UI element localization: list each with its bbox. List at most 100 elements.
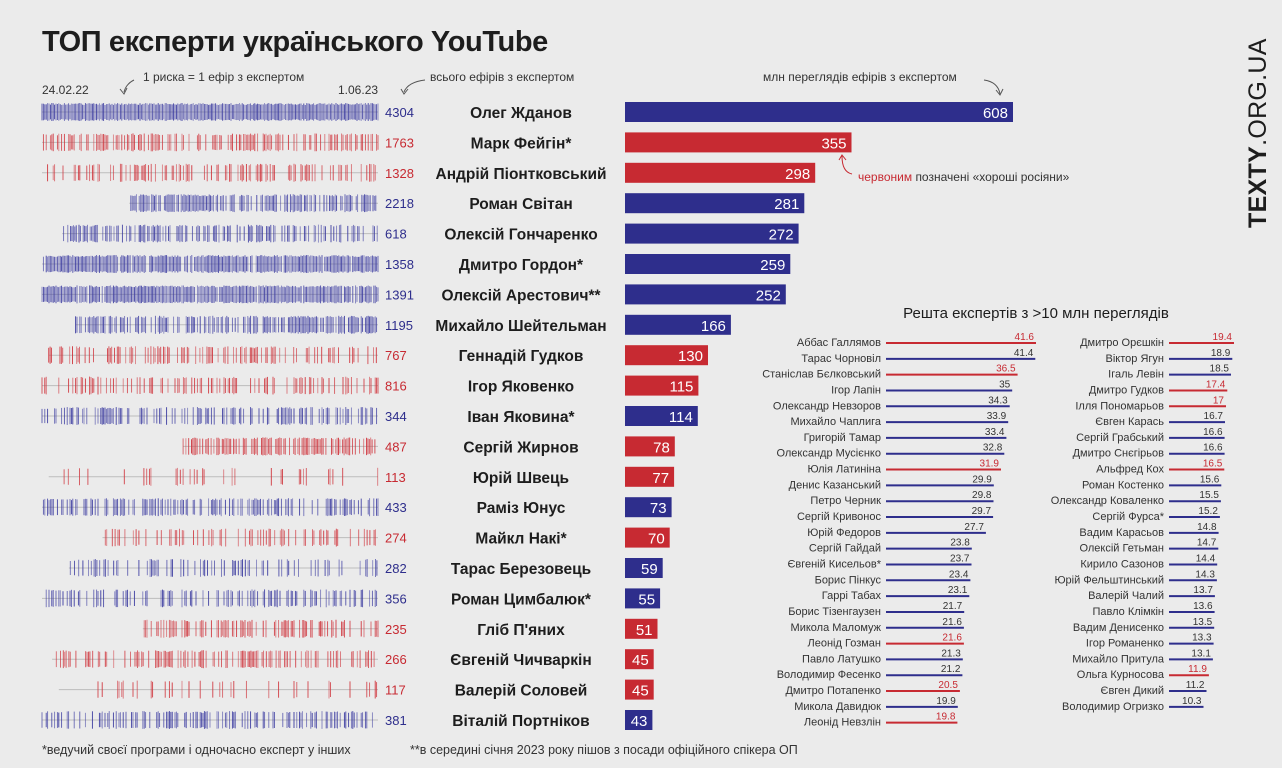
expert-name: Раміз Юнус bbox=[477, 500, 566, 517]
views-bar bbox=[625, 102, 1013, 122]
views-value: 70 bbox=[648, 531, 665, 548]
expert-name: Євгеній Чичваркін bbox=[450, 652, 591, 669]
appearance-strip bbox=[42, 163, 378, 182]
views-bar bbox=[625, 466, 675, 487]
rest-views-value: 13.1 bbox=[1191, 648, 1211, 659]
expert-name: Марк Фейгін* bbox=[471, 135, 573, 152]
expert-name: Гліб П'яних bbox=[477, 622, 565, 639]
rest-expert-name: Григорій Тамар bbox=[804, 432, 881, 444]
appearances-count: 2218 bbox=[385, 196, 414, 211]
rest-expert-name: Дмитро Гудков bbox=[1089, 384, 1164, 396]
rest-views-value: 35 bbox=[999, 379, 1011, 390]
expert-name: Майкл Накі* bbox=[475, 531, 567, 548]
expert-name: Тарас Березовець bbox=[451, 561, 591, 578]
expert-name: Юрій Швець bbox=[473, 470, 569, 487]
expert-name: Іван Яковина* bbox=[467, 409, 575, 426]
appearances-count: 767 bbox=[385, 348, 407, 363]
rest-expert-name: Дмитро Снєгірьов bbox=[1073, 448, 1165, 460]
rest-views-value: 15.6 bbox=[1200, 474, 1220, 485]
rest-expert-name: Володимир Огризко bbox=[1062, 701, 1164, 713]
appearance-strip bbox=[182, 437, 378, 456]
rest-views-value: 21.7 bbox=[943, 601, 963, 612]
red-note-text: позначені «хороші росіяни» bbox=[915, 170, 1070, 184]
appearances-count: 235 bbox=[385, 622, 407, 637]
rest-expert-name: Сергій Кривонос bbox=[797, 511, 882, 523]
expert-name: Дмитро Гордон* bbox=[459, 257, 584, 274]
rest-views-value: 11.9 bbox=[1188, 664, 1207, 675]
rest-views-value: 11.2 bbox=[1186, 680, 1205, 691]
views-bar bbox=[625, 649, 654, 670]
rest-expert-name: Євген Дикий bbox=[1101, 685, 1164, 697]
appearances-count: 1391 bbox=[385, 287, 414, 302]
rest-expert-name: Кирило Сазонов bbox=[1080, 558, 1164, 570]
rest-expert-name: Борис Тізенгаузен bbox=[788, 606, 881, 618]
appearances-count: 266 bbox=[385, 652, 407, 667]
appearance-strip bbox=[41, 103, 379, 121]
rest-expert-name: Віктор Ягун bbox=[1106, 353, 1164, 365]
rest-views-value: 29.7 bbox=[972, 506, 992, 517]
rest-views-value: 41.6 bbox=[1015, 332, 1035, 343]
rest-expert-name: Вадим Денисенко bbox=[1073, 622, 1164, 634]
views-bar bbox=[625, 588, 661, 609]
rest-views-value: 32.8 bbox=[983, 443, 1003, 454]
rest-expert-name: Ігор Романенко bbox=[1086, 638, 1164, 650]
rest-views-value: 33.9 bbox=[987, 411, 1007, 422]
rest-views-value: 29.8 bbox=[972, 490, 992, 501]
views-bar bbox=[625, 193, 805, 214]
red-note: червоним позначені «хороші росіяни» bbox=[858, 170, 1069, 184]
annotation-arrows bbox=[119, 79, 1004, 175]
appearances-count: 274 bbox=[385, 531, 407, 546]
rest-expert-name: Володимир Фесенко bbox=[777, 669, 881, 681]
rest-expert-name: Станіслав Бєлковський bbox=[762, 369, 881, 381]
rest-views-value: 13.6 bbox=[1193, 601, 1213, 612]
rest-views-value: 21.2 bbox=[941, 664, 961, 675]
expert-name: Андрій Піонтковський bbox=[436, 166, 607, 183]
expert-name: Геннадій Гудков bbox=[459, 348, 584, 365]
rest-expert-name: Олександр Мусієнко bbox=[776, 448, 881, 460]
rest-views-value: 17 bbox=[1213, 395, 1225, 406]
appearances-count: 4304 bbox=[385, 105, 414, 120]
appearance-strip bbox=[42, 589, 378, 608]
rest-expert-name: Михайло Притула bbox=[1072, 653, 1165, 665]
red-note-word: червоним bbox=[858, 170, 913, 184]
views-bar bbox=[625, 223, 799, 244]
appearance-strip bbox=[102, 528, 378, 547]
appearance-strip bbox=[129, 194, 378, 213]
appearances-count: 1328 bbox=[385, 166, 414, 181]
appearances-count: 433 bbox=[385, 500, 407, 515]
chart-title: ТОП експерти українського YouTube bbox=[42, 26, 548, 58]
views-value: 166 bbox=[701, 318, 726, 335]
rest-views-value: 14.4 bbox=[1196, 553, 1216, 564]
rest-views-value: 21.6 bbox=[942, 617, 962, 628]
views-value: 43 bbox=[631, 713, 648, 730]
views-value: 608 bbox=[983, 105, 1008, 122]
rest-expert-name: Сергій Фурса* bbox=[1092, 511, 1164, 523]
appearance-strip bbox=[42, 133, 379, 152]
rest-expert-name: Ілля Пономарьов bbox=[1075, 400, 1164, 412]
rest-expert-name: Валерій Чалий bbox=[1088, 590, 1164, 602]
views-bar bbox=[625, 375, 699, 396]
total-note: всього ефірів з експертом bbox=[430, 70, 575, 84]
rest-expert-name: Ігаль Левін bbox=[1108, 369, 1164, 381]
rest-views-value: 13.5 bbox=[1193, 617, 1213, 628]
rest-views-value: 16.5 bbox=[1203, 459, 1223, 470]
appearances-count: 113 bbox=[385, 470, 406, 485]
rest-experts-title: Решта експертів з >10 млн переглядів bbox=[903, 305, 1169, 322]
views-value: 281 bbox=[774, 196, 799, 213]
rest-views-value: 18.9 bbox=[1211, 348, 1231, 359]
expert-name: Олег Жданов bbox=[470, 105, 572, 122]
rest-views-value: 19.4 bbox=[1213, 332, 1233, 343]
views-bar bbox=[625, 710, 653, 730]
rest-expert-name: Олександр Невзоров bbox=[773, 400, 881, 412]
rest-expert-name: Сергій Грабський bbox=[1076, 432, 1164, 444]
rest-views-value: 13.7 bbox=[1193, 585, 1213, 596]
footnote-double-star: **в середині січня 2023 року пішов з пос… bbox=[410, 743, 798, 757]
rest-views-value: 23.1 bbox=[948, 585, 968, 596]
appearances-count: 618 bbox=[385, 227, 407, 242]
expert-name: Роман Цимбалюк* bbox=[451, 591, 592, 608]
rest-views-value: 23.7 bbox=[950, 553, 970, 564]
rest-expert-name: Юрій Фельштинський bbox=[1054, 574, 1164, 586]
expert-name: Олексій Гончаренко bbox=[444, 227, 597, 244]
views-bar bbox=[625, 284, 786, 305]
rest-expert-name: Дмитро Потапенко bbox=[785, 685, 881, 697]
